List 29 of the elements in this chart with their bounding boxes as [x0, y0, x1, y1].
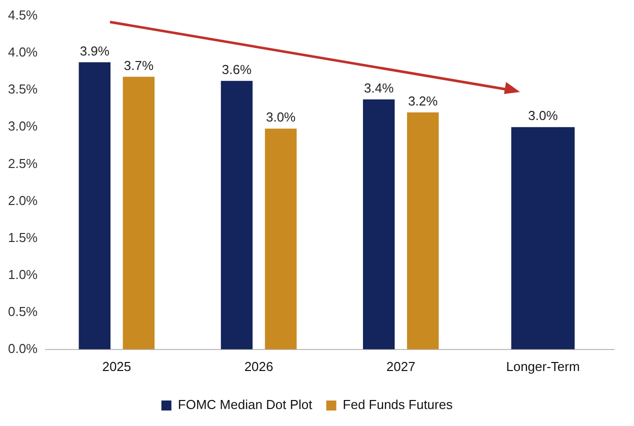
- y-tick-label: 0.0%: [8, 340, 38, 356]
- x-tick-label: 2026: [244, 358, 274, 374]
- data-label: 3.0%: [266, 110, 296, 125]
- x-tick-label: 2025: [102, 358, 132, 374]
- bar: [78, 62, 111, 350]
- data-label: 3.7%: [124, 58, 154, 73]
- y-tick-label: 4.0%: [8, 44, 38, 60]
- data-label: 3.9%: [80, 43, 110, 58]
- x-tick-label: 2027: [386, 358, 416, 374]
- data-label: 3.0%: [528, 108, 558, 124]
- y-tick-label: 2.0%: [8, 192, 38, 208]
- y-tick-label: 4.5%: [8, 8, 38, 23]
- y-tick-label: 3.5%: [8, 82, 38, 97]
- bar: [407, 112, 439, 350]
- y-tick-label: 1.5%: [8, 230, 38, 245]
- data-label: 3.2%: [408, 93, 438, 108]
- y-tick-label: 2.5%: [8, 156, 38, 171]
- bar: [122, 76, 155, 350]
- bar: [220, 80, 253, 350]
- y-tick-label: 0.5%: [8, 304, 38, 319]
- y-tick-label: 3.0%: [8, 118, 38, 134]
- data-label: 3.4%: [364, 80, 394, 96]
- legend-label: FOMC Median Dot Plot: [178, 397, 313, 412]
- bar: [264, 128, 297, 350]
- y-tick-label: 1.0%: [8, 266, 38, 282]
- legend-label: Fed Funds Futures: [342, 397, 454, 412]
- x-tick-label: Longer-Term: [506, 358, 580, 374]
- bar: [362, 99, 395, 350]
- data-label: 3.6%: [222, 62, 252, 77]
